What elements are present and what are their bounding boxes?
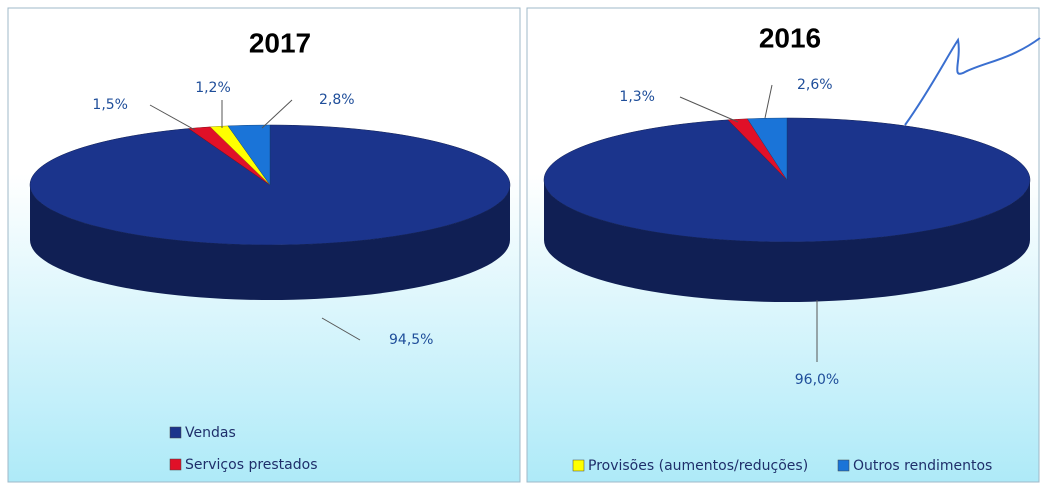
pie-side (30, 185, 510, 300)
data-label: 2,6% (797, 77, 833, 93)
data-label: 96,0% (795, 372, 839, 388)
data-label: 94,5% (389, 332, 433, 348)
leader-line (321, 317, 361, 341)
chart-title: 2017 (249, 27, 311, 58)
legend-label: Vendas (185, 425, 236, 441)
pie-slice (746, 117, 788, 181)
data-label: 1,2% (195, 80, 231, 96)
legend-label: Serviços prestados (185, 457, 318, 473)
pie-side (544, 180, 1030, 302)
leader-line (149, 104, 196, 131)
data-label: 1,3% (619, 89, 655, 105)
legend-swatch (837, 459, 850, 472)
legend-swatch (169, 426, 182, 439)
legend-label: Outros rendimentos (853, 458, 992, 474)
legend-label: Provisões (aumentos/reduções) (588, 458, 808, 474)
data-label: 2,8% (319, 92, 355, 108)
pie-slice (227, 124, 271, 186)
leader-line (679, 96, 739, 123)
leader-line (764, 84, 773, 119)
legend-swatch (572, 459, 585, 472)
chart-title: 2016 (759, 22, 821, 53)
leader-line (261, 99, 293, 129)
legend-swatch (169, 458, 182, 471)
pen-scribble (904, 37, 1041, 126)
data-label: 1,5% (92, 97, 128, 113)
